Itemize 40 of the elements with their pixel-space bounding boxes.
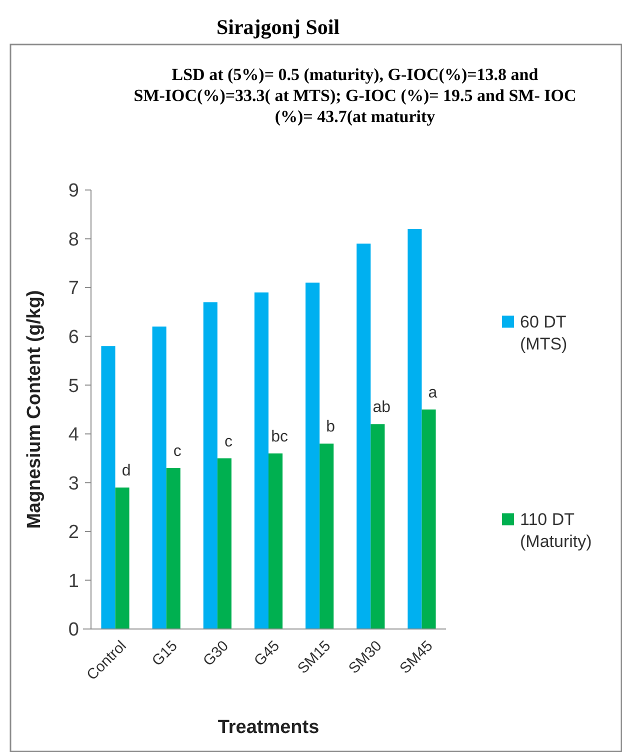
bar bbox=[268, 453, 283, 629]
y-tick-label: 9 bbox=[68, 180, 79, 202]
chart-title: Sirajgonj Soil bbox=[216, 15, 340, 39]
data-label: c bbox=[173, 443, 182, 460]
legend-label: 60 DT (MTS) bbox=[520, 312, 568, 354]
data-label: c bbox=[224, 433, 232, 450]
y-tick-label: 1 bbox=[68, 570, 79, 592]
bar bbox=[203, 302, 218, 629]
bar bbox=[422, 410, 436, 629]
x-tick-label: G15 bbox=[148, 638, 181, 670]
bar bbox=[320, 444, 334, 629]
y-tick-label: 0 bbox=[68, 620, 79, 641]
bar bbox=[101, 346, 116, 629]
bar bbox=[408, 229, 422, 629]
data-label: d bbox=[122, 462, 131, 480]
y-tick-label: 2 bbox=[68, 522, 79, 544]
text: LSD at (5%)= 0.5 (maturity), G-IOC(%)=13.8 and SM-IOC(%)=33.3( at MTS); G-IOC (%)= 19.5 and SM- IOC (%)= 43.7(at maturity bbox=[134, 65, 576, 126]
x-tick-label: G30 bbox=[200, 638, 232, 670]
data-label: ab bbox=[372, 399, 391, 416]
bar bbox=[306, 282, 320, 629]
bar bbox=[254, 292, 268, 629]
y-axis-title: Magnesium Content (g/kg) bbox=[24, 290, 45, 529]
legend-label: 110 DT (Maturity) bbox=[520, 510, 592, 552]
bar bbox=[166, 468, 180, 629]
bar bbox=[152, 326, 166, 629]
x-axis-title: Treatments bbox=[218, 717, 320, 738]
data-label: bc bbox=[271, 428, 288, 446]
y-tick-label: 4 bbox=[68, 424, 80, 446]
data-label: a bbox=[428, 384, 438, 402]
x-tick-label: G45 bbox=[250, 638, 284, 670]
y-tick-label: 3 bbox=[68, 473, 79, 494]
bar bbox=[370, 424, 385, 629]
data-label: b bbox=[326, 418, 336, 436]
y-tick-label: 7 bbox=[68, 278, 79, 300]
bar bbox=[356, 244, 371, 629]
y-tick-label: 8 bbox=[68, 229, 79, 250]
y-tick-label: 5 bbox=[68, 376, 79, 397]
bar bbox=[217, 458, 232, 629]
bar bbox=[115, 488, 130, 629]
y-tick-label: 6 bbox=[68, 326, 79, 348]
